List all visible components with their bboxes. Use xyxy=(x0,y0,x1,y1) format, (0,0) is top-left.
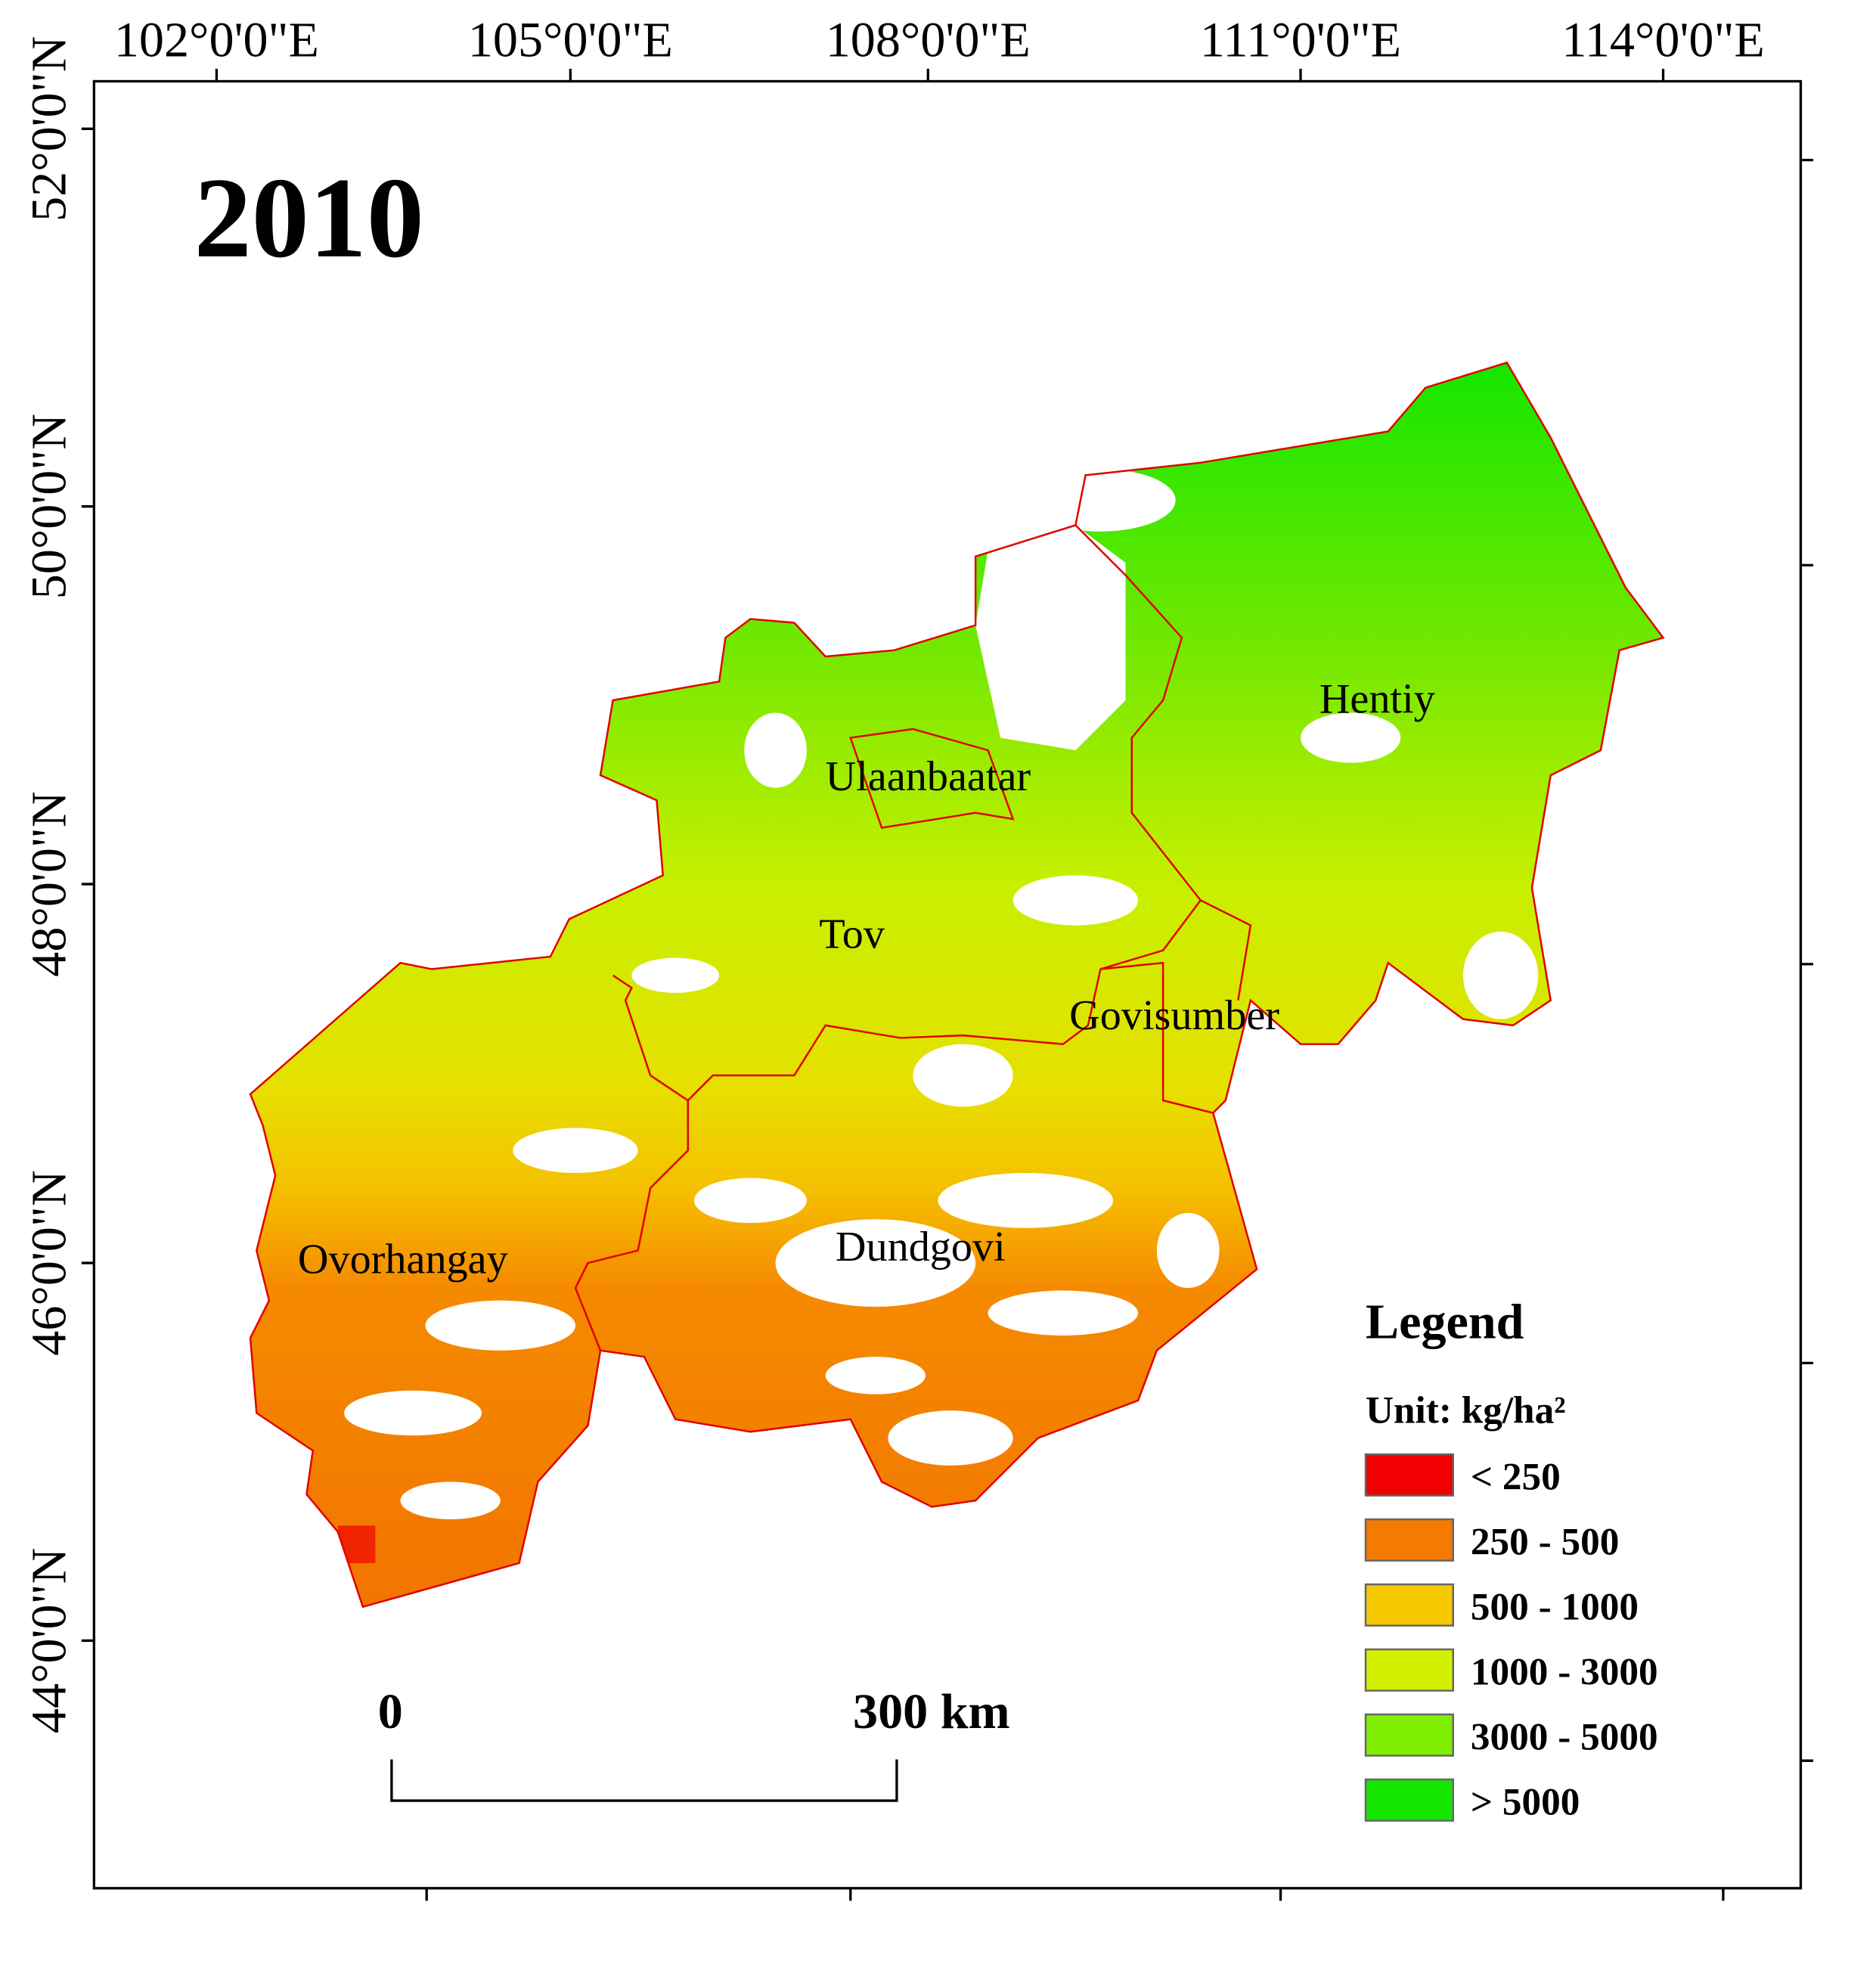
region-label: Ulaanbaatar xyxy=(826,753,1031,800)
legend-swatch xyxy=(1364,1518,1454,1562)
legend-swatch xyxy=(1364,1778,1454,1822)
map-frame xyxy=(92,79,1803,1890)
legend-unit: Unit: kg/ha² xyxy=(1366,1389,1566,1432)
legend-label: 3000 - 5000 xyxy=(1471,1715,1658,1758)
longitude-label: 111°0'0"E xyxy=(1200,12,1401,67)
longitude-label: 105°0'0"E xyxy=(468,12,673,67)
region-label: Govisumber xyxy=(1069,992,1279,1039)
legend: < 250 250 - 500 500 - 1000 1000 - 3000 3000 … xyxy=(1364,1453,1658,1823)
legend-label: 500 - 1000 xyxy=(1471,1585,1639,1628)
latitude-label: 44°0'0"N xyxy=(21,1548,76,1733)
legend-label: 250 - 500 xyxy=(1471,1520,1619,1563)
legend-swatch xyxy=(1364,1583,1454,1627)
longitude-label: 102°0'0"E xyxy=(114,12,319,67)
region-label: Ovorhangay xyxy=(298,1236,508,1283)
latitude-label: 48°0'0"N xyxy=(21,791,76,976)
latitude-label: 46°0'0"N xyxy=(21,1170,76,1355)
region-label: Dundgovi xyxy=(836,1224,1006,1270)
map-title: 2010 xyxy=(194,154,424,281)
latitude-label: 50°0'0"N xyxy=(21,414,76,599)
scale-bar xyxy=(390,1759,898,1802)
legend-swatch xyxy=(1364,1453,1454,1497)
frame-ticks xyxy=(81,68,1813,1901)
region-label: Tov xyxy=(819,911,885,957)
scale-label: 0 xyxy=(378,1684,403,1739)
region-label: Hentiy xyxy=(1319,676,1435,723)
longitude-label: 108°0'0"E xyxy=(826,12,1031,67)
legend-label: < 250 xyxy=(1471,1455,1561,1498)
legend-swatch xyxy=(1364,1713,1454,1757)
legend-title: Legend xyxy=(1366,1294,1524,1349)
scale-label: 300 km xyxy=(853,1684,1010,1739)
region-borders xyxy=(249,361,1664,1609)
legend-swatch xyxy=(1364,1648,1454,1692)
legend-label: > 5000 xyxy=(1471,1780,1580,1823)
latitude-label: 52°0'0"N xyxy=(21,36,76,222)
longitude-label: 114°0'0"E xyxy=(1561,12,1765,67)
legend-label: 1000 - 3000 xyxy=(1471,1650,1658,1693)
